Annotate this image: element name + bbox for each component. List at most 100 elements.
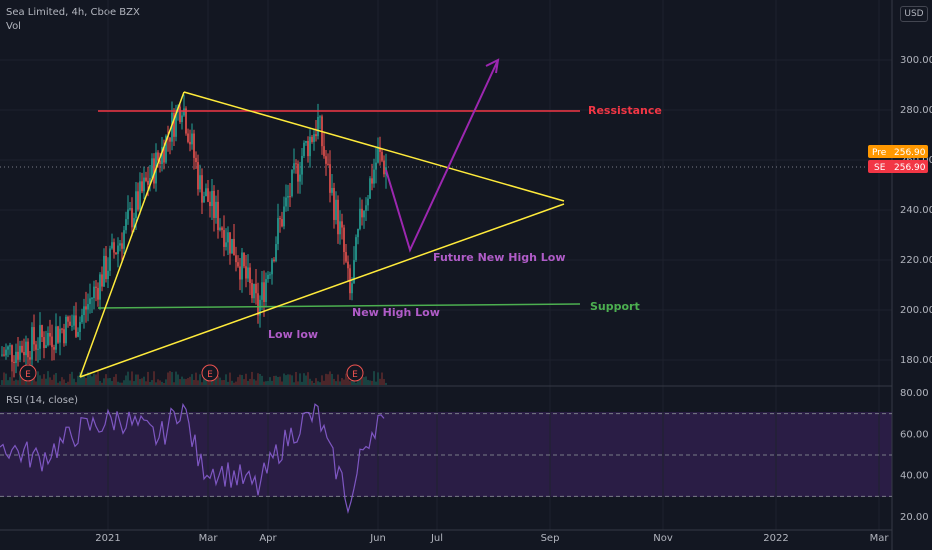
candle-body — [103, 255, 105, 287]
trendline-drawings[interactable]: Ressistance Support Future New High Low New… — [0, 58, 892, 382]
volume-bar — [5, 373, 7, 385]
candle-body — [105, 255, 107, 280]
candle-body — [193, 133, 195, 158]
time-tick-label: Nov — [653, 533, 673, 544]
time-tick-label: Sep — [541, 533, 560, 544]
volume-bar — [169, 371, 171, 385]
candle-body — [329, 164, 331, 193]
volume-bar — [249, 378, 251, 385]
volume-bar — [71, 371, 73, 385]
candle-body — [373, 169, 375, 184]
candle-body — [249, 267, 251, 284]
candle-body — [229, 232, 231, 254]
rsi-line — [0, 402, 385, 515]
candle-body — [259, 299, 261, 316]
candle-body — [135, 191, 137, 219]
volume-bar — [253, 379, 255, 385]
future-new-high-low-label: Future New High Low — [433, 251, 566, 264]
candle-body — [19, 345, 21, 360]
volume-bar — [111, 381, 113, 385]
volume-bar — [189, 376, 191, 385]
candle-body — [267, 274, 269, 280]
candle-body — [119, 243, 121, 246]
volume-bar — [91, 376, 93, 385]
volume-bar — [147, 371, 149, 385]
price-tick-label: 240.00 — [900, 205, 932, 216]
volume-bar — [349, 380, 351, 385]
candle-body — [343, 227, 345, 253]
rsi-tick-label: 40.00 — [900, 471, 929, 482]
volume-bar — [211, 380, 213, 385]
volume-bar — [279, 376, 281, 385]
price-tick-label: 280.00 — [900, 105, 932, 116]
candle-body — [109, 248, 111, 271]
volume-bar — [299, 373, 301, 385]
volume-bar — [223, 380, 225, 385]
volume-bar — [269, 377, 271, 385]
projection-path — [385, 59, 499, 253]
candle-body — [125, 219, 127, 231]
candle-body — [151, 158, 153, 179]
volume-bar — [173, 382, 175, 385]
volume-bar — [89, 373, 91, 385]
volume-bar — [109, 377, 111, 385]
volume-bar — [99, 380, 101, 385]
candle-body — [335, 199, 337, 220]
candle-body — [209, 201, 211, 207]
candle-body — [203, 196, 205, 203]
candle-body — [43, 337, 45, 348]
volume-bar — [159, 380, 161, 385]
volume-bar — [263, 381, 265, 385]
time-tick-label: 2022 — [763, 533, 788, 544]
volume-bar — [383, 379, 385, 385]
candle-body — [23, 351, 25, 356]
volume-bar — [177, 374, 179, 385]
volume-bar — [311, 380, 313, 385]
candle-body — [61, 328, 63, 330]
support-label: Support — [590, 300, 640, 313]
candle-body — [27, 341, 29, 358]
volume-bar — [181, 376, 183, 385]
candle-body — [67, 316, 69, 322]
candle-body — [245, 266, 247, 279]
time-axis[interactable]: 2021 Mar Apr Jun Jul Sep Nov 2022 Mar — [95, 533, 889, 544]
candle-body — [299, 174, 301, 182]
volume-bar — [87, 372, 89, 385]
candle-body — [113, 242, 115, 253]
candle-body — [219, 227, 221, 230]
currency-button[interactable]: USD — [900, 6, 928, 22]
candle-body — [381, 151, 383, 161]
candle-body — [185, 108, 187, 134]
candle-body — [95, 286, 97, 288]
symbol-legend[interactable]: Sea Limited, 4h, Cboe BZX — [6, 7, 140, 18]
volume-bar — [229, 372, 231, 385]
volume-legend[interactable]: Vol — [6, 21, 21, 32]
candle-body — [133, 218, 135, 228]
volume-bar — [241, 375, 243, 385]
candle-body — [275, 244, 277, 262]
volume-bar — [193, 379, 195, 385]
volume-bar — [245, 373, 247, 385]
volume-bar — [363, 377, 365, 385]
time-tick-label: Mar — [199, 533, 219, 544]
volume-bar — [69, 373, 71, 385]
volume-bar — [15, 379, 17, 385]
candle-body — [111, 242, 113, 249]
price-axis[interactable]: 300.00280.00260.00240.00220.00200.00180.… — [868, 55, 932, 523]
candle-body — [37, 348, 39, 350]
volume-bar — [247, 380, 249, 385]
volume-bar — [11, 371, 13, 385]
rsi-legend[interactable]: RSI (14, close) — [6, 395, 79, 406]
triangle-upper-trendline — [183, 91, 565, 202]
low-low-label: Low low — [268, 328, 318, 341]
volume-bar — [151, 380, 153, 385]
candle-body — [161, 146, 163, 165]
volume-bar — [275, 375, 277, 385]
candle-body — [49, 332, 51, 337]
volume-bar — [339, 381, 341, 385]
volume-bar — [19, 373, 21, 385]
time-tick-label: Mar — [870, 533, 890, 544]
volume-bar — [157, 379, 159, 385]
